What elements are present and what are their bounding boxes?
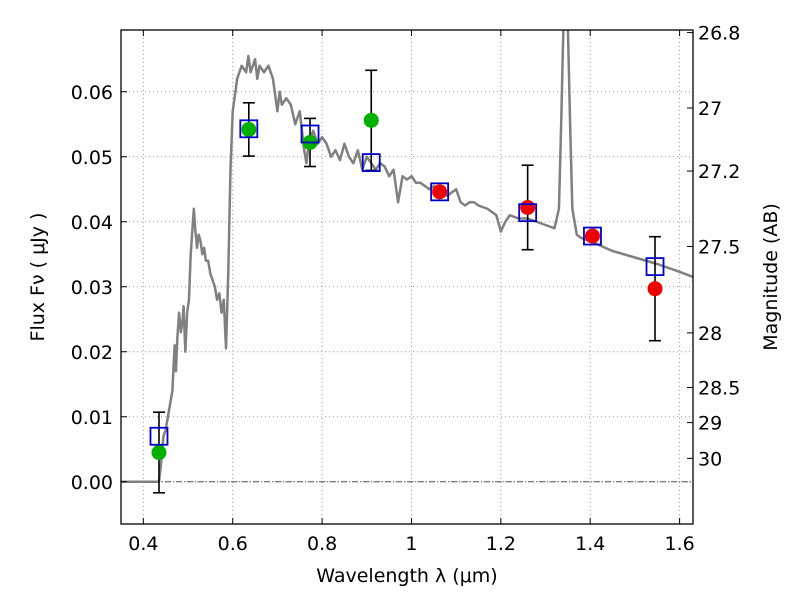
red-data-point (647, 281, 663, 297)
model-band-point (239, 119, 259, 139)
x-tick-label: 1.4 (575, 533, 605, 555)
y2-tick-label: 27.2 (698, 161, 740, 183)
y2-tick-label: 28.5 (698, 378, 740, 400)
x-tick-label: 1.2 (486, 533, 516, 555)
model-band-point (300, 124, 320, 144)
model-band-point (430, 182, 450, 202)
data-points (149, 112, 665, 460)
model-spectrum-line (121, 30, 693, 483)
y-tick-label: 0.03 (71, 277, 113, 299)
y-tick-label: 0.04 (71, 212, 113, 234)
x-axis-label: Wavelength λ (μm) (316, 565, 497, 587)
axis-ticks: 0.4 0.6 0.8 1 1.2 1.4 1.6 0.00 0.01 0.02 0.03 0.04 0… (71, 23, 741, 555)
x-tick-label: 0.8 (307, 533, 337, 555)
x-tick-label: 1 (405, 533, 417, 555)
red-data-point (520, 199, 536, 215)
y2-tick-label: 30 (698, 448, 722, 470)
y2-tick-label: 26.8 (698, 23, 740, 45)
grid (121, 30, 693, 524)
y2-axis-label: Magnitude (AB) (760, 203, 782, 351)
y-tick-label: 0.02 (71, 342, 113, 364)
x-tick-label: 1.6 (664, 533, 694, 555)
y2-tick-label: 27 (698, 98, 722, 120)
y-tick-label: 0.00 (71, 472, 113, 494)
model-band-point (518, 203, 538, 223)
model-band-point (361, 153, 381, 173)
y2-tick-label: 29 (698, 413, 722, 435)
y2-tick-label: 27.5 (698, 236, 740, 258)
x-tick-label: 0.6 (218, 533, 248, 555)
plot-frame (120, 29, 694, 525)
y-tick-label: 0.05 (71, 147, 113, 169)
red-data-point (584, 228, 600, 244)
model-spectrum (121, 30, 693, 483)
x-tick-label: 0.4 (128, 533, 158, 555)
green-data-point (241, 121, 257, 137)
y-tick-label: 0.06 (71, 82, 113, 104)
y-axis-label: Flux Fν ( μJy ) (27, 213, 49, 342)
model-band-point (645, 257, 665, 277)
model-band-point (149, 426, 169, 446)
model-band-point (583, 226, 602, 246)
green-data-point (363, 112, 379, 128)
green-data-point (151, 445, 167, 460)
y2-tick-label: 28 (698, 323, 722, 345)
red-data-point (432, 184, 448, 200)
y-tick-label: 0.01 (71, 407, 113, 429)
